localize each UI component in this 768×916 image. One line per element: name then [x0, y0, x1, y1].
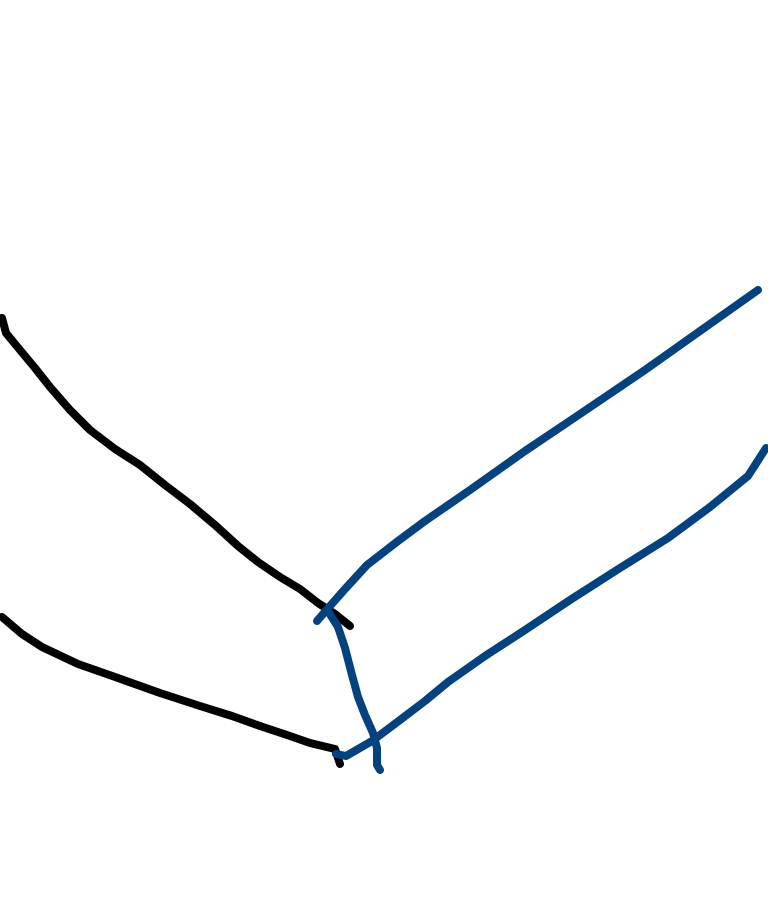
blue-stroke-lower	[332, 444, 768, 760]
black-stroke-upper	[0, 314, 354, 630]
blue-stroke-middle	[324, 607, 384, 774]
blue-stroke-upper	[313, 286, 762, 625]
black-stroke-lower	[0, 613, 344, 768]
